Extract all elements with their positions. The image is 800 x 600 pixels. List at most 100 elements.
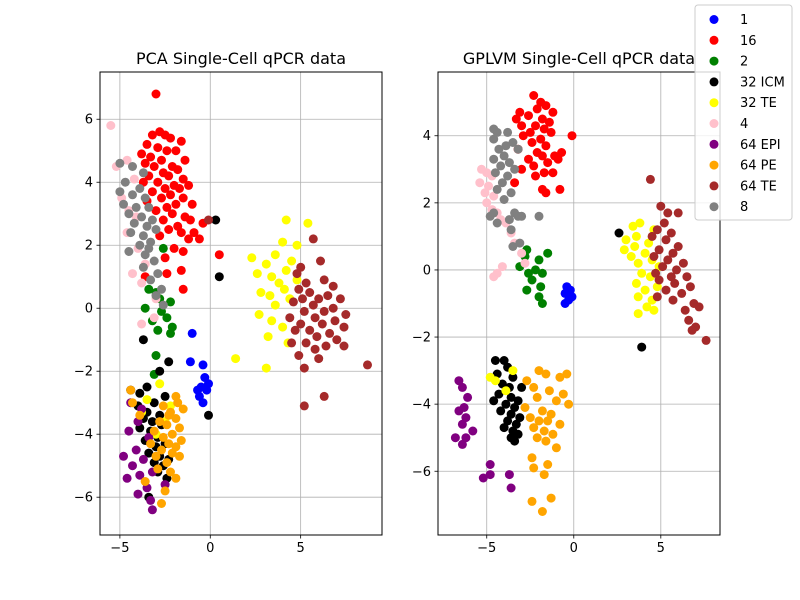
- pca-point-64-pe: [149, 426, 159, 436]
- gplvm-point-16: [524, 111, 533, 121]
- gplvm-point-64-te: [666, 228, 676, 238]
- pca-point-32-icm: [135, 388, 145, 398]
- pca-point-2: [162, 313, 172, 323]
- gplvm-point-64-epi: [478, 473, 488, 483]
- gplvm-point-8: [508, 242, 518, 251]
- gplvm-point-64-pe: [534, 416, 544, 426]
- gplvm-point-32-te: [621, 235, 631, 245]
- pca-point-64-pe: [146, 439, 156, 449]
- pca-point-32-te: [142, 395, 152, 405]
- gplvm-point-2: [534, 255, 544, 265]
- gplvm-point-64-epi: [454, 376, 464, 386]
- pca-point-16: [178, 193, 188, 203]
- gplvm-point-8: [515, 238, 525, 248]
- pca-y-tick-label: 4: [85, 176, 93, 191]
- gplvm-point-32-te: [649, 305, 659, 315]
- gplvm-point-64-pe: [529, 382, 539, 392]
- gplvm-point-16: [541, 101, 551, 111]
- gplvm-axes-frame: [437, 71, 721, 536]
- gplvm-point-4: [482, 198, 492, 208]
- gplvm-point-8: [501, 141, 511, 151]
- pca-point-64-pe: [151, 451, 161, 461]
- gplvm-point-1: [560, 288, 570, 298]
- pca-point-64-te: [299, 363, 309, 373]
- pca-point-8: [126, 228, 136, 238]
- gplvm-point-16: [515, 107, 525, 117]
- gplvm-x-tick-label: 0: [570, 541, 578, 556]
- pca-point-64-te: [290, 325, 300, 335]
- gplvm-point-64-pe: [548, 429, 558, 439]
- gplvm-point-64-pe: [539, 470, 549, 480]
- pca-point-64-pe: [135, 410, 145, 420]
- gplvm-point-32-icm: [614, 228, 624, 238]
- pca-point-32-te: [267, 316, 277, 326]
- pca-point-16: [178, 247, 188, 256]
- gplvm-point-16: [539, 168, 549, 178]
- pca-point-64-te: [341, 310, 351, 319]
- pca-point-64-pe: [167, 448, 177, 458]
- pca-point-32-te: [278, 237, 288, 247]
- pca-point-8: [140, 250, 150, 260]
- legend-marker: [709, 56, 719, 66]
- pca-point-32-icm: [155, 366, 165, 376]
- gplvm-point-64-te: [663, 255, 673, 265]
- pca-point-64-te: [363, 360, 372, 370]
- gplvm-point-16: [553, 154, 563, 164]
- pca-point-64-te: [332, 335, 342, 345]
- pca-point-64-pe: [158, 432, 168, 442]
- gplvm-point-16: [531, 121, 540, 131]
- pca-point-32-te: [267, 272, 277, 282]
- gplvm-x-axis: −5 0 5: [477, 535, 665, 556]
- pca-point-2: [158, 243, 168, 253]
- gplvm-point-64-te: [647, 231, 657, 241]
- pca-point-64-te: [299, 401, 309, 411]
- pca-point-16: [157, 193, 166, 203]
- gplvm-point-64-pe: [543, 460, 553, 469]
- pca-y-tick-label: −4: [74, 428, 93, 443]
- gplvm-point-32-te: [633, 309, 643, 319]
- gplvm-point-64-te: [656, 201, 666, 211]
- gplvm-point-64-epi: [485, 470, 495, 480]
- pca-point-64-te: [328, 281, 338, 291]
- gplvm-point-32-icm: [511, 419, 521, 429]
- pca-point-64-pe: [178, 404, 188, 414]
- pca-point-64-epi: [124, 426, 134, 436]
- pca-point-16: [180, 155, 190, 165]
- gplvm-point-2: [531, 265, 540, 275]
- gplvm-point-64-pe: [522, 376, 532, 386]
- gplvm-y-tick-label: 2: [423, 196, 431, 211]
- pca-point-4: [122, 155, 132, 165]
- gplvm-point-16: [536, 134, 546, 144]
- pca-point-64-pe: [164, 439, 174, 449]
- pca-point-8: [140, 193, 150, 203]
- legend-label: 64 EPI: [740, 138, 781, 153]
- gplvm-point-32-te: [501, 386, 511, 396]
- gplvm-point-16: [524, 154, 533, 164]
- gplvm-point-64-pe: [551, 396, 561, 406]
- gplvm-point-32-te: [628, 221, 638, 231]
- pca-point-8: [124, 209, 134, 219]
- gplvm-point-64-te: [651, 268, 661, 278]
- pca-point-16: [175, 184, 184, 193]
- gplvm-point-64-pe: [541, 369, 551, 379]
- gplvm-point-64-pe: [544, 386, 554, 396]
- pca-point-32-te: [281, 215, 291, 225]
- pca-point-16: [157, 155, 166, 165]
- pca-point-16: [187, 199, 197, 209]
- gplvm-point-64-te: [680, 305, 690, 315]
- pca-point-4: [128, 269, 137, 279]
- gplvm-point-16: [529, 91, 539, 100]
- gplvm-point-16: [517, 121, 527, 131]
- pca-point-16: [153, 143, 163, 153]
- legend-marker: [709, 160, 719, 170]
- pca-point-32-te: [303, 218, 313, 228]
- gplvm-point-8: [506, 188, 516, 198]
- pca-point-32-icm: [142, 382, 152, 392]
- gplvm-point-64-pe: [537, 406, 547, 416]
- gplvm-point-32-te: [637, 268, 647, 278]
- pca-x-tick-label: 0: [206, 541, 214, 556]
- gplvm-point-32-te: [619, 245, 629, 255]
- gplvm-point-4: [484, 181, 493, 191]
- gplvm-point-64-pe: [532, 392, 542, 402]
